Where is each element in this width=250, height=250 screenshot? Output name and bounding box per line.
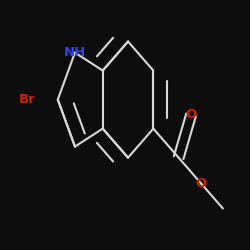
Text: O: O [196, 177, 207, 190]
Text: O: O [186, 108, 197, 122]
Text: NH: NH [64, 46, 86, 59]
Text: Br: Br [19, 93, 36, 106]
